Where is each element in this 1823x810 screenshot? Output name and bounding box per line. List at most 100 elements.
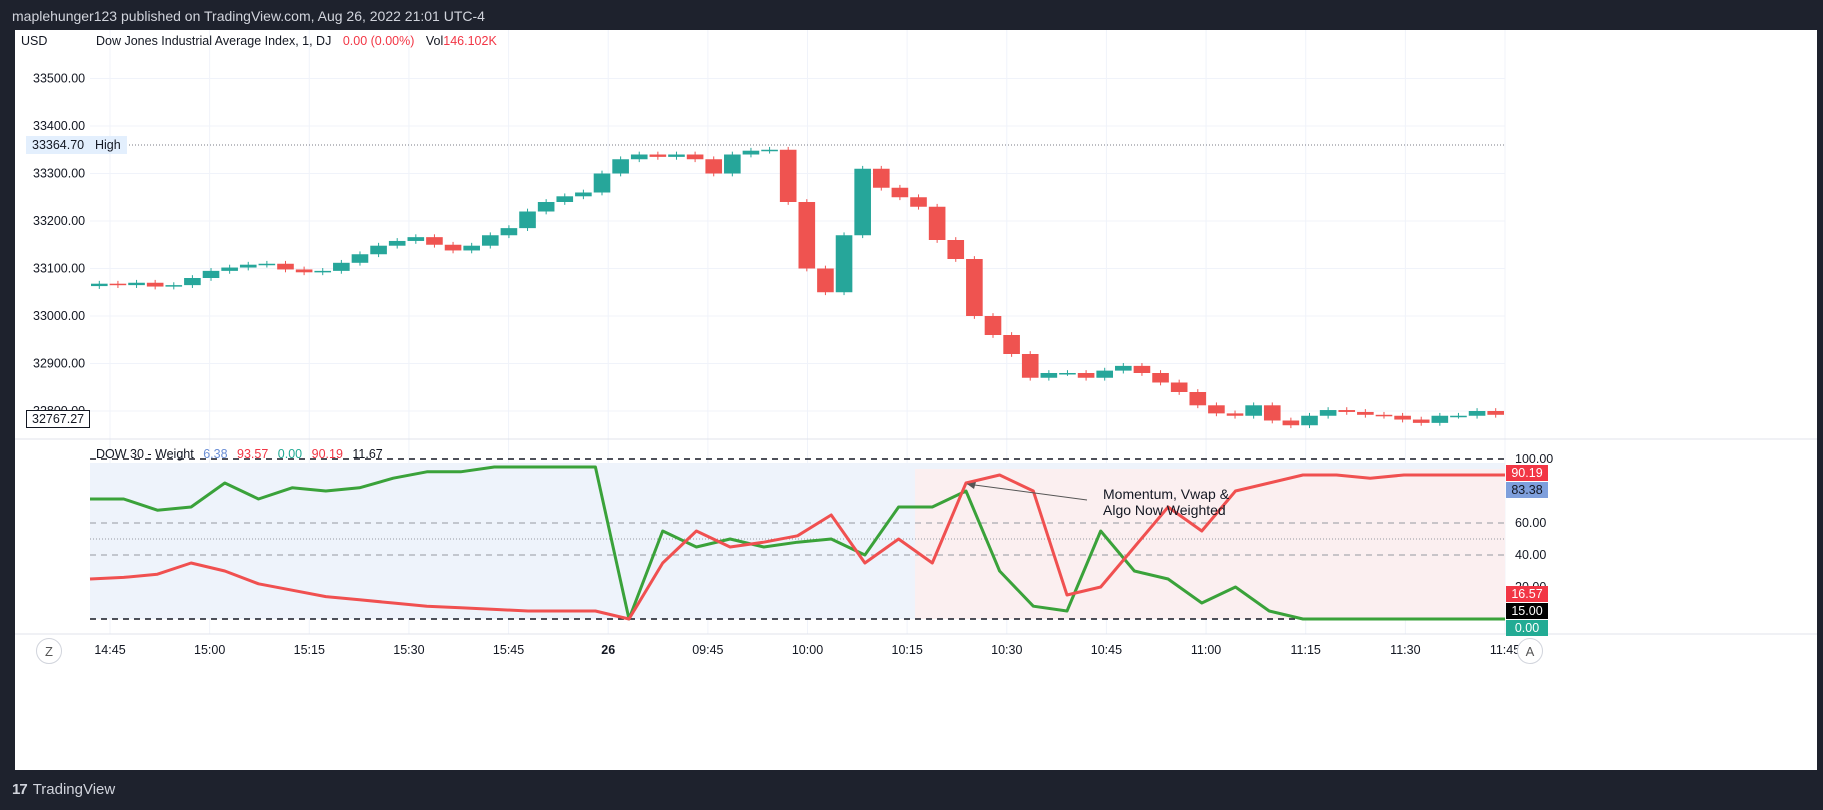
candle-body[interactable] xyxy=(165,285,183,287)
candle-body[interactable] xyxy=(500,228,518,236)
candle-body[interactable] xyxy=(370,245,387,255)
candle-body[interactable] xyxy=(146,282,164,287)
annotation-line-1[interactable]: Momentum, Vwap & xyxy=(1103,486,1230,502)
candle-body[interactable] xyxy=(649,154,667,157)
indicator-lines[interactable] xyxy=(89,465,1505,621)
chart-canvas[interactable]: 33500.00 33400.00 33300.00 33200.00 33100.00… xyxy=(15,30,1817,770)
candle-body[interactable] xyxy=(966,259,983,316)
candle-body[interactable] xyxy=(1021,354,1039,378)
auto-scale-button[interactable]: A xyxy=(1517,638,1543,664)
indicator-badge-2: 83.38 xyxy=(1506,482,1548,498)
candle-body[interactable] xyxy=(388,240,406,246)
candle-body[interactable] xyxy=(407,237,425,241)
price-series[interactable] xyxy=(91,146,1504,429)
candle-body[interactable] xyxy=(817,268,834,293)
price-y-axis[interactable]: 33500.00 33400.00 33300.00 33200.00 33100.00… xyxy=(33,72,85,419)
candle-body[interactable] xyxy=(351,254,369,263)
candle-body[interactable] xyxy=(1226,413,1244,416)
candle-body[interactable] xyxy=(612,159,629,174)
indicator-badge-1: 90.19 xyxy=(1506,465,1548,481)
candle-body[interactable] xyxy=(872,168,890,188)
candle-body[interactable] xyxy=(1170,382,1188,393)
indicator-line-green[interactable] xyxy=(90,465,1505,621)
candle-body[interactable] xyxy=(295,269,313,273)
candle-body[interactable] xyxy=(854,168,871,236)
candle-body[interactable] xyxy=(779,149,797,202)
candle-body[interactable] xyxy=(1431,415,1449,423)
indicator-fill-red xyxy=(915,469,1505,619)
candle-body[interactable] xyxy=(686,154,704,160)
candle-body[interactable] xyxy=(705,159,723,174)
candle-body[interactable] xyxy=(277,263,294,270)
candle-body[interactable] xyxy=(109,283,127,286)
candle-body[interactable] xyxy=(1245,405,1262,416)
candle-body[interactable] xyxy=(1115,365,1132,371)
candle-body[interactable] xyxy=(761,149,778,152)
candle-body[interactable] xyxy=(202,270,220,278)
candle-body[interactable] xyxy=(910,197,927,207)
candle-body[interactable] xyxy=(184,278,201,286)
candle-body[interactable] xyxy=(1040,373,1058,378)
time-tick-label: 15:30 xyxy=(393,643,424,657)
candle-body[interactable] xyxy=(1133,365,1151,373)
candle-body[interactable] xyxy=(1263,405,1281,421)
candle-body[interactable] xyxy=(1319,410,1337,416)
annotation-arrow[interactable] xyxy=(966,483,1088,501)
candle-body[interactable] xyxy=(1468,411,1486,416)
candle-body[interactable] xyxy=(519,211,536,229)
candle-body[interactable] xyxy=(947,240,965,259)
candle-body[interactable] xyxy=(1059,373,1076,375)
candle-body[interactable] xyxy=(742,150,760,155)
candle-body[interactable] xyxy=(128,282,145,286)
time-tick-label: 10:15 xyxy=(892,643,923,657)
candle-body[interactable] xyxy=(239,264,257,268)
candle-body[interactable] xyxy=(724,154,741,174)
time-tick-label: 15:15 xyxy=(294,643,325,657)
candle-body[interactable] xyxy=(91,283,108,287)
candle-body[interactable] xyxy=(314,270,332,273)
candle-body[interactable] xyxy=(1003,335,1020,354)
candle-body[interactable] xyxy=(426,237,443,245)
candle-body[interactable] xyxy=(891,187,909,198)
candle-body[interactable] xyxy=(1096,370,1114,378)
indicator-line-red[interactable] xyxy=(89,473,1505,621)
candle-body[interactable] xyxy=(630,154,648,160)
symbol-legend[interactable]: Dow Jones Industrial Average Index, 1, D… xyxy=(96,34,497,48)
candle-body[interactable] xyxy=(1412,419,1430,423)
annotation-line-2[interactable]: Algo Now Weighted xyxy=(1103,502,1226,518)
tradingview-logo[interactable]: 17 TradingView xyxy=(12,781,115,798)
candle-body[interactable] xyxy=(537,202,555,212)
candle-body[interactable] xyxy=(984,316,1002,335)
candle-body[interactable] xyxy=(798,202,816,269)
candle-body[interactable] xyxy=(1338,410,1356,412)
log-scale-button[interactable]: Z xyxy=(36,638,62,664)
chart-area[interactable]: 33500.00 33400.00 33300.00 33200.00 33100.00… xyxy=(15,30,1817,770)
candle-body[interactable] xyxy=(835,235,853,293)
candle-body[interactable] xyxy=(258,263,276,266)
time-axis[interactable]: 14:45 15:00 15:15 15:30 15:45 26 09:45 10:00 10:… xyxy=(94,643,1520,657)
candle-body[interactable] xyxy=(575,192,592,197)
candle-body[interactable] xyxy=(1208,405,1225,414)
candle-body[interactable] xyxy=(1487,411,1504,415)
candle-body[interactable] xyxy=(333,262,350,271)
candle-body[interactable] xyxy=(1357,411,1374,415)
time-tick-label: 10:30 xyxy=(991,643,1022,657)
candle-body[interactable] xyxy=(221,267,238,271)
candle-body[interactable] xyxy=(444,244,462,251)
candle-body[interactable] xyxy=(481,235,499,246)
candle-body[interactable] xyxy=(1282,420,1300,426)
currency-label: USD xyxy=(21,34,48,48)
candle-body[interactable] xyxy=(928,206,946,240)
candle-body[interactable] xyxy=(1189,392,1207,406)
candle-body[interactable] xyxy=(1450,415,1467,418)
candle-body[interactable] xyxy=(593,173,611,193)
candle-body[interactable] xyxy=(463,245,480,251)
candle-body[interactable] xyxy=(1375,414,1393,417)
candle-body[interactable] xyxy=(1301,415,1318,426)
candle-body[interactable] xyxy=(1394,415,1411,420)
candle-body[interactable] xyxy=(1077,373,1095,378)
indicator-legend[interactable]: DOW 30 - Weight 6.38 93.57 0.00 90.19 11… xyxy=(96,447,383,461)
candle-body[interactable] xyxy=(556,196,574,202)
candle-body[interactable] xyxy=(1152,373,1169,383)
candle-body[interactable] xyxy=(668,154,685,157)
